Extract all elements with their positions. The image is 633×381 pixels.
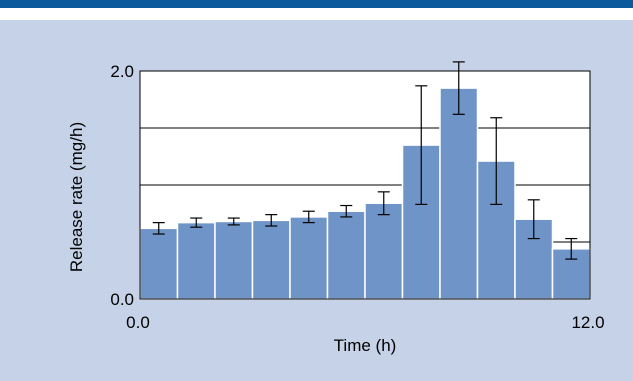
error-bar-1: [190, 217, 203, 228]
y-tick-label-0: 0.0: [110, 290, 134, 309]
plot-frame: [139, 70, 591, 300]
bar-0: [139, 227, 179, 300]
bar-8: [439, 87, 479, 300]
error-bar-6: [377, 191, 390, 216]
error-bar-4: [302, 210, 315, 224]
error-bar-5: [340, 204, 353, 218]
x-axis-label: Time (h): [334, 336, 397, 355]
release-rate-chart: 0.0 2.0 0.0 12.0 Time (h) Release rate (mg/…: [67, 61, 605, 355]
x-tick-label-1: 12.0: [571, 313, 604, 332]
error-bar-10: [527, 199, 540, 240]
error-bar-7: [415, 85, 428, 205]
bar-5: [326, 210, 366, 300]
chart-panel: 0.0 2.0 0.0 12.0 Time (h) Release rate (mg/…: [0, 20, 633, 381]
y-axis-label: Release rate (mg/h): [67, 122, 86, 272]
bar-2: [214, 220, 254, 300]
error-bars: [152, 61, 578, 260]
tick-labels: 0.0 2.0 0.0 12.0: [110, 62, 604, 332]
error-bar-11: [565, 237, 578, 260]
bar-6: [364, 202, 404, 300]
x-tick-label-0: 0.0: [126, 313, 150, 332]
y-tick-label-1: 2.0: [110, 62, 134, 81]
bar-4: [289, 216, 329, 300]
bar-1: [176, 221, 216, 300]
error-bar-2: [227, 217, 240, 226]
error-bar-3: [265, 214, 278, 227]
error-bar-0: [152, 222, 165, 235]
bar-3: [251, 219, 291, 300]
error-bar-9: [490, 117, 503, 205]
top-accent-bar: [0, 0, 633, 8]
